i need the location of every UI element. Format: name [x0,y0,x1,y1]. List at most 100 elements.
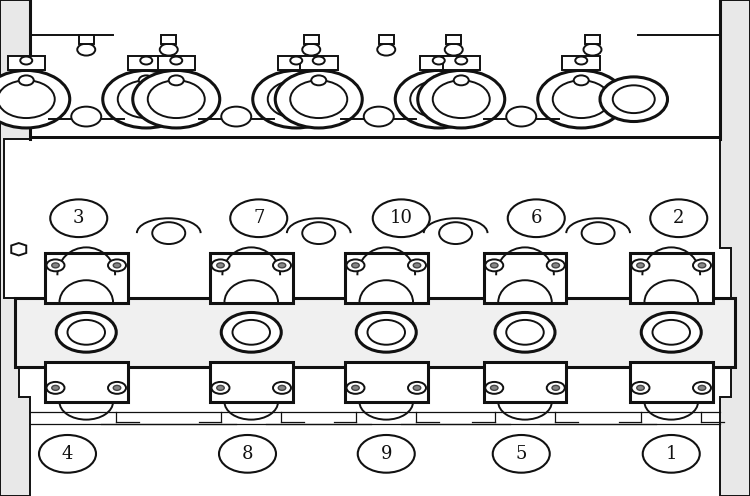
Circle shape [493,435,550,473]
Bar [420,56,458,70]
Circle shape [584,44,602,56]
Circle shape [217,263,224,268]
Bar [158,56,195,70]
Bar [345,362,427,402]
Circle shape [148,80,205,118]
Circle shape [273,259,291,271]
Circle shape [547,259,565,271]
Circle shape [253,70,340,128]
Circle shape [273,382,291,394]
Bar [210,253,292,303]
Circle shape [368,320,405,345]
Circle shape [408,259,426,271]
Circle shape [637,385,644,390]
Circle shape [20,57,32,64]
Polygon shape [11,243,26,255]
Circle shape [278,263,286,268]
Circle shape [113,263,121,268]
Circle shape [652,320,690,345]
Bar [30,136,720,139]
Circle shape [377,44,395,56]
Circle shape [395,70,482,128]
Circle shape [152,222,185,244]
Circle shape [613,85,655,113]
Bar [484,362,566,402]
Circle shape [454,75,469,85]
Polygon shape [0,0,30,496]
Circle shape [108,382,126,394]
Circle shape [632,259,650,271]
Circle shape [582,222,615,244]
Circle shape [495,312,555,352]
Text: 1: 1 [665,445,677,463]
Bar [442,56,480,70]
Circle shape [693,259,711,271]
Text: 7: 7 [253,209,265,227]
Bar [585,35,600,44]
Bar [304,35,319,44]
Circle shape [506,107,536,126]
Circle shape [290,80,347,118]
Circle shape [160,44,178,56]
Circle shape [641,312,701,352]
Circle shape [418,70,505,128]
Text: 8: 8 [242,445,254,463]
Circle shape [433,57,445,64]
Circle shape [455,57,467,64]
Circle shape [232,320,270,345]
Circle shape [410,80,467,118]
Polygon shape [720,0,750,496]
Circle shape [547,382,565,394]
Circle shape [413,385,421,390]
Circle shape [50,199,107,237]
Circle shape [698,385,706,390]
Circle shape [346,382,364,394]
Circle shape [221,312,281,352]
Circle shape [108,259,126,271]
Circle shape [413,263,421,268]
Circle shape [693,382,711,394]
Circle shape [103,70,190,128]
Circle shape [313,57,325,64]
Bar [45,253,128,303]
Circle shape [77,44,95,56]
Circle shape [211,382,230,394]
Circle shape [46,259,64,271]
Circle shape [352,385,359,390]
Circle shape [275,70,362,128]
Circle shape [485,259,503,271]
Circle shape [433,80,490,118]
Circle shape [356,312,416,352]
Circle shape [506,320,544,345]
Bar [379,35,394,44]
Bar [210,362,292,402]
Circle shape [643,435,700,473]
Circle shape [553,80,610,118]
Circle shape [485,382,503,394]
Circle shape [289,75,304,85]
Circle shape [230,199,287,237]
Bar [8,56,45,70]
Circle shape [490,385,498,390]
Circle shape [552,263,560,268]
Circle shape [346,259,364,271]
Circle shape [637,263,644,268]
Bar [161,35,176,44]
Circle shape [0,70,70,128]
Circle shape [68,320,105,345]
Circle shape [139,75,154,85]
Circle shape [52,263,59,268]
Circle shape [211,259,230,271]
Circle shape [140,57,152,64]
Bar [446,35,461,44]
Circle shape [302,222,335,244]
Text: 9: 9 [380,445,392,463]
Circle shape [46,382,64,394]
Circle shape [538,70,625,128]
Bar [278,56,315,70]
Circle shape [358,435,415,473]
Circle shape [219,435,276,473]
Circle shape [118,80,175,118]
Text: 2: 2 [673,209,685,227]
Bar [630,362,712,402]
